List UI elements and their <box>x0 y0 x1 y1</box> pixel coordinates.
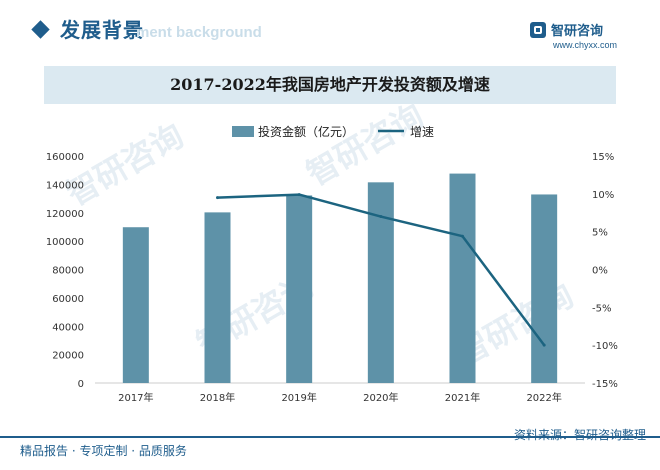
x-tick-label: 2018年 <box>200 391 235 404</box>
y-right-tick-label: -10% <box>592 341 618 352</box>
y-left-tick-label: 100000 <box>46 237 84 248</box>
bar <box>531 194 558 383</box>
y-left-tick-label: 160000 <box>46 152 84 163</box>
y-right-tick-label: 10% <box>592 190 614 201</box>
x-tick-label: 2020年 <box>363 391 398 404</box>
y-right-tick-label: 0% <box>592 266 608 277</box>
growth-point <box>461 234 464 238</box>
growth-point <box>379 215 383 219</box>
header: 发展背景 ment background 智研咨询 www.chyxx.com <box>0 0 660 62</box>
bar <box>204 212 231 383</box>
x-tick-label: 2021年 <box>445 391 480 404</box>
y-left-tick-label: 60000 <box>52 294 84 305</box>
y-right-tick-label: 5% <box>592 228 608 239</box>
y-left-tick-label: 80000 <box>52 266 84 277</box>
logo-url: www.chyxx.com <box>553 40 618 50</box>
section-title: 发展背景 <box>60 18 144 42</box>
chart-canvas: 投资金额（亿元） 增速 0 20000 40000 60000 80000 100000 120… <box>46 124 618 404</box>
x-tick-label: 2017年 <box>118 391 153 404</box>
diamond-icon <box>31 20 50 39</box>
x-tick-label: 2022年 <box>526 391 561 404</box>
y-left-tick-label: 40000 <box>52 322 84 333</box>
y-right-tick-label: -5% <box>592 303 611 314</box>
y-left-tick-label: 120000 <box>46 209 84 220</box>
legend-bar-label: 投资金额（亿元） <box>258 124 354 139</box>
section-subtitle: ment background <box>136 24 262 41</box>
logo-name: 智研咨询 <box>551 24 604 39</box>
logo-icon <box>530 22 546 38</box>
growth-point <box>216 196 219 200</box>
legend-bar-swatch <box>232 126 254 137</box>
bar <box>367 182 394 383</box>
footer-slogan: 精品报告 · 专项定制 · 品质服务 <box>20 444 187 458</box>
chart-title: 2017-2022年我国房地产开发投资额及增速 <box>170 75 490 94</box>
y-right-tick-label: -15% <box>592 379 618 390</box>
y-right-tick-label: 15% <box>592 152 614 163</box>
chart-title-band: 2017-2022年我国房地产开发投资额及增速 <box>44 66 616 104</box>
legend-line-label: 增速 <box>410 125 434 139</box>
growth-point <box>542 343 546 347</box>
bar <box>286 195 313 383</box>
x-tick-label: 2019年 <box>281 391 316 404</box>
bar <box>122 227 149 383</box>
bar <box>449 173 476 383</box>
source-note: 资料来源：智研咨询整理 <box>513 428 646 442</box>
y-left-tick-label: 140000 <box>46 180 84 191</box>
y-left-tick-label: 20000 <box>52 351 84 362</box>
growth-point <box>297 193 301 197</box>
footer-divider <box>0 436 660 438</box>
y-left-tick-label: 0 <box>78 379 84 390</box>
